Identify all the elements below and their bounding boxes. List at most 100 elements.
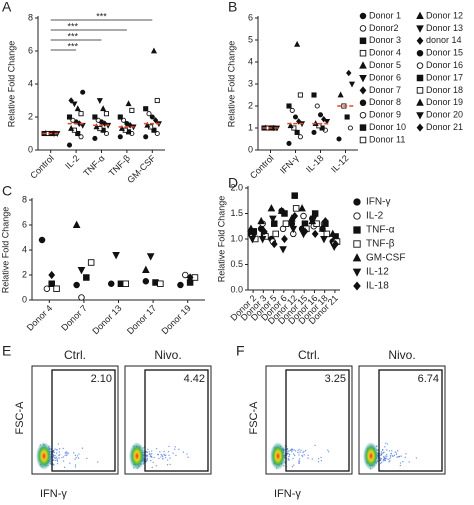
- gate-value: 4.42: [184, 373, 205, 385]
- y-axis-title: Relative Fold Change: [216, 196, 226, 283]
- data-point: [78, 111, 84, 117]
- density-dot: [52, 454, 55, 456]
- data-point: [286, 103, 292, 109]
- legend-label: TNF-β: [366, 239, 395, 250]
- density-dot: [391, 450, 393, 452]
- density-dot: [408, 461, 410, 463]
- x-tick-label: IL-2: [63, 153, 81, 171]
- density-dot: [62, 447, 64, 450]
- significance-label: ***: [96, 11, 107, 21]
- data-point: [258, 236, 267, 244]
- data-point: [177, 281, 184, 289]
- density-dot: [146, 457, 149, 459]
- axis-title: IFN-γ: [274, 488, 301, 500]
- data-point: [142, 278, 150, 285]
- density-dot: [65, 451, 67, 453]
- density-dot: [58, 457, 60, 459]
- density-dot: [73, 452, 75, 454]
- density-dot: [155, 447, 158, 450]
- data-point: [328, 229, 337, 237]
- density-dot: [287, 452, 289, 455]
- density-dot: [150, 455, 153, 458]
- legend-marker: [359, 75, 367, 83]
- data-point: [152, 117, 159, 124]
- legend-marker: [416, 74, 424, 82]
- density-dot: [388, 461, 390, 463]
- data-point: [270, 240, 278, 249]
- panel-label: A: [2, 0, 12, 15]
- data-point: [182, 271, 189, 279]
- data-point: [348, 81, 356, 88]
- density-dot: [327, 449, 329, 451]
- data-point: [281, 234, 288, 244]
- legend-label: Donor 18: [426, 85, 463, 95]
- x-tick-label: TNF-α: [81, 153, 106, 178]
- density-core: [129, 442, 145, 470]
- density-dot: [314, 444, 316, 447]
- data-point: [107, 280, 115, 288]
- density-dot: [158, 457, 160, 460]
- density-dot: [386, 443, 389, 445]
- density-dot: [402, 460, 404, 463]
- data-point: [48, 270, 56, 280]
- legend-label: IFN-γ: [366, 197, 390, 208]
- density-dot: [145, 454, 147, 457]
- legend-marker: [353, 281, 361, 291]
- data-point: [323, 230, 331, 238]
- density-dot: [151, 450, 153, 452]
- density-dot: [288, 450, 290, 452]
- density-dot: [163, 450, 165, 453]
- data-point: [347, 125, 353, 131]
- density-dot: [74, 454, 77, 456]
- data-point: [288, 220, 296, 227]
- density-dot: [286, 448, 288, 451]
- y-axis-title: Relative Fold Change: [6, 41, 16, 128]
- data-point: [143, 134, 149, 140]
- density-core: [36, 442, 52, 470]
- density-dot: [291, 451, 293, 453]
- x-tick-label: IL-12: [329, 153, 351, 175]
- data-point: [143, 106, 149, 112]
- y-tick-label: 2: [28, 111, 33, 121]
- data-point: [75, 130, 81, 137]
- density-dot: [147, 448, 149, 451]
- data-point: [277, 206, 286, 214]
- data-point: [292, 114, 299, 120]
- legend-label: Donor 20: [426, 110, 463, 120]
- density-dot: [381, 452, 383, 455]
- density-dot: [287, 450, 289, 452]
- y-tick-label: 8: [22, 194, 27, 204]
- density-dot: [302, 451, 304, 454]
- density-dot: [58, 454, 60, 457]
- density-dot: [292, 457, 294, 460]
- data-point: [117, 114, 123, 120]
- density-dot: [54, 448, 56, 450]
- density-dot: [301, 455, 304, 458]
- data-point: [118, 125, 126, 131]
- data-point: [344, 114, 350, 120]
- density-dot: [167, 450, 170, 453]
- legend-marker: [359, 86, 367, 95]
- density-dot: [67, 452, 70, 454]
- density-dot: [292, 453, 295, 455]
- density-dot: [74, 464, 77, 466]
- data-point: [77, 267, 86, 275]
- data-point: [311, 210, 319, 217]
- data-point: [248, 236, 257, 244]
- density-dot: [288, 455, 290, 458]
- density-dot: [385, 442, 387, 444]
- legend-marker: [359, 25, 367, 32]
- density-dot: [54, 454, 56, 457]
- data-point: [282, 220, 290, 227]
- density-dot: [78, 453, 80, 455]
- x-tick-label: Control: [28, 153, 56, 181]
- data-point: [271, 220, 278, 227]
- density-dot: [415, 457, 418, 459]
- density-dot: [161, 454, 163, 457]
- y-axis-title: Relative Fold Change: [226, 41, 236, 128]
- data-point: [38, 236, 46, 244]
- data-point: [157, 280, 164, 288]
- data-point: [124, 121, 130, 127]
- density-dot: [53, 464, 55, 466]
